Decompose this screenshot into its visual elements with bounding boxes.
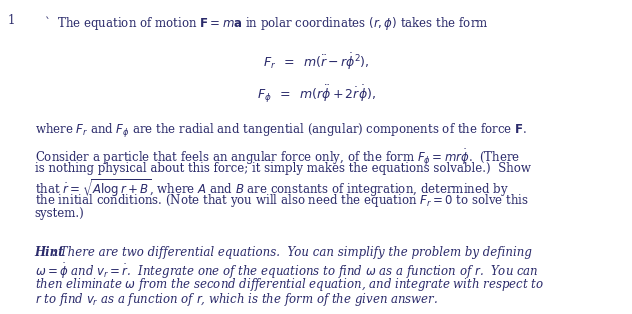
Text: system.): system.) [35, 207, 85, 220]
Text: is nothing physical about this force; it simply makes the equations solvable.)  : is nothing physical about this force; it… [35, 162, 531, 176]
Text: then eliminate $\omega$ from the second differential equation, and integrate wit: then eliminate $\omega$ from the second … [35, 276, 544, 293]
Text: Consider a particle that feels an angular force only, of the form $F_\phi = mr\d: Consider a particle that feels an angula… [35, 148, 520, 168]
Text: the initial conditions. (Note that you will also need the equation $F_r = 0$ to : the initial conditions. (Note that you w… [35, 192, 528, 209]
Text: that $\dot{r} = \sqrt{A \log r + B}$, where $A$ and $B$ are constants of integra: that $\dot{r} = \sqrt{A \log r + B}$, wh… [35, 177, 508, 199]
Text: $r$ to find $v_r$ as a function of $r$, which is the form of the given answer.: $r$ to find $v_r$ as a function of $r$, … [35, 291, 438, 308]
Text: Hint: Hint [35, 246, 64, 259]
Text: 1: 1 [8, 14, 15, 27]
Text: : There are two differential equations.  You can simplify the problem by definin: : There are two differential equations. … [52, 246, 532, 259]
Text: `  The equation of motion $\mathbf{F} = m\mathbf{a}$ in polar coordinates $(r, \: ` The equation of motion $\mathbf{F} = m… [44, 14, 489, 32]
Text: $\omega = \dot{\phi}$ and $v_r = \dot{r}$.  Integrate one of the equations to fi: $\omega = \dot{\phi}$ and $v_r = \dot{r}… [35, 261, 538, 281]
Text: $F_r \;\; = \;\; m(\ddot{r} - r\dot{\phi}^2),$: $F_r \;\; = \;\; m(\ddot{r} - r\dot{\phi… [263, 52, 369, 72]
Text: $F_\phi \;\; = \;\; m(r\ddot{\phi} + 2\dot{r}\dot{\phi}),$: $F_\phi \;\; = \;\; m(r\ddot{\phi} + 2\d… [257, 83, 375, 105]
Text: where $F_r$ and $F_\phi$ are the radial and tangential (angular) components of t: where $F_r$ and $F_\phi$ are the radial … [35, 122, 527, 140]
